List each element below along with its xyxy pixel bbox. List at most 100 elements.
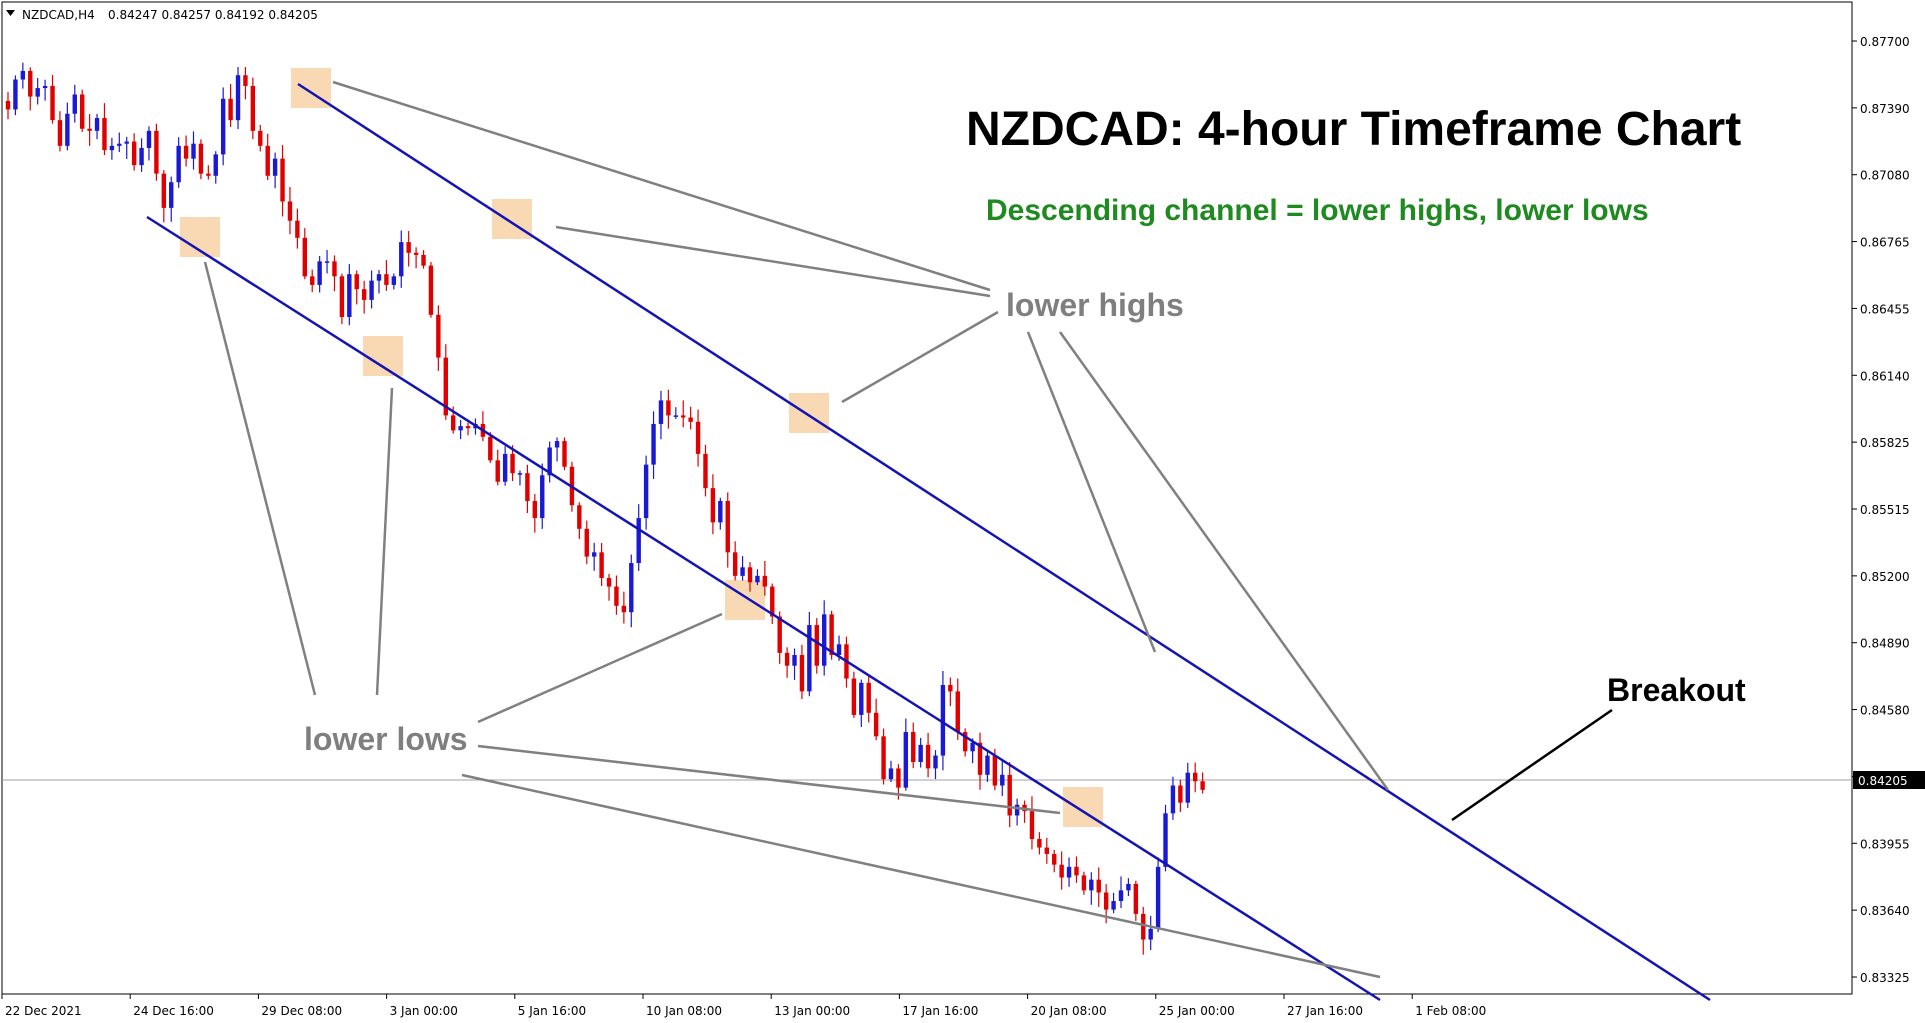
candle	[851, 671, 857, 718]
candle-body-bull	[673, 415, 678, 417]
y-tick-label: 0.85825	[1860, 436, 1910, 450]
candle	[681, 400, 686, 428]
candle-body-bear	[777, 616, 782, 653]
lower-lows-pointers	[203, 261, 1381, 979]
x-tick-label: 25 Jan 00:00	[1159, 1004, 1235, 1018]
candle	[591, 542, 597, 571]
candle-body-bear	[925, 744, 931, 769]
candles	[5, 62, 1205, 955]
candle	[413, 247, 419, 269]
candle-body-bear	[688, 417, 693, 422]
candle-body-bear	[310, 276, 315, 285]
candle-body-bull	[235, 75, 241, 121]
candle-body-bear	[666, 400, 671, 416]
candle-body-bull	[324, 261, 330, 263]
candle-body-bull	[629, 563, 634, 613]
candle	[710, 474, 716, 535]
candle-body-bull	[918, 744, 923, 762]
lower-channel-line[interactable]	[146, 215, 1381, 1002]
candle	[962, 728, 968, 757]
candle-body-bear	[451, 415, 456, 431]
candle	[406, 231, 411, 267]
candle-body-bear	[280, 158, 285, 202]
candle-body-bear	[1141, 913, 1146, 940]
candle-body-bear	[183, 145, 189, 159]
candle	[755, 569, 760, 586]
x-tick-label: 20 Jan 08:00	[1031, 1004, 1107, 1018]
candle	[1193, 762, 1198, 793]
candle	[35, 77, 40, 105]
candle-body-bull	[517, 473, 523, 475]
candle	[718, 497, 723, 530]
candle-body-bear	[258, 130, 263, 146]
candle-body-bull	[636, 518, 641, 564]
candle-body-bear	[1178, 785, 1183, 803]
candle-body-bull	[859, 682, 864, 715]
candle	[295, 208, 300, 249]
candle	[183, 135, 189, 167]
candle	[1074, 856, 1079, 883]
candle-body-bull	[65, 113, 70, 146]
y-tick-label: 0.85200	[1860, 570, 1910, 584]
candle-body-bull	[117, 143, 122, 146]
candle	[1126, 878, 1131, 897]
candle-body-bear	[1044, 847, 1049, 854]
candle	[1200, 772, 1205, 794]
candle	[495, 449, 500, 486]
candle-body-bear	[851, 678, 857, 715]
candle-body-bear	[911, 732, 916, 762]
candle-body-bear	[510, 453, 515, 474]
candle	[540, 463, 545, 529]
candle	[732, 541, 738, 581]
candle-body-bear	[80, 94, 85, 129]
x-tick-label: 13 Jan 00:00	[774, 1004, 850, 1018]
y-tick-label: 0.85515	[1860, 503, 1910, 517]
candle	[525, 464, 530, 514]
candle-body-bull	[1014, 804, 1020, 816]
candle	[369, 270, 374, 309]
symbol-dropdown-icon[interactable]	[6, 10, 15, 16]
candle-body-bull	[169, 182, 174, 208]
candle	[265, 133, 270, 181]
candle-body-bull	[94, 118, 100, 131]
upper-channel-line[interactable]	[297, 82, 1711, 1002]
candle	[87, 114, 92, 146]
candle-body-bear	[710, 488, 716, 523]
highlight-boxes	[180, 68, 1103, 827]
candle	[859, 679, 864, 728]
candle	[302, 228, 307, 280]
candle-body-bear	[465, 426, 471, 429]
candle-body-bear	[525, 473, 530, 501]
candle-body-bear	[354, 274, 359, 290]
candle-body-bear	[866, 682, 871, 713]
candle	[784, 647, 790, 678]
ohlc-values: 0.84247 0.84257 0.84192 0.84205	[108, 8, 318, 22]
candle	[220, 87, 226, 166]
y-tick-label: 0.83325	[1860, 971, 1910, 985]
candle	[1148, 915, 1153, 951]
candle	[577, 502, 582, 540]
candle	[770, 583, 775, 625]
candle-body-bull	[347, 274, 352, 317]
y-tick-label: 0.87700	[1860, 35, 1910, 49]
x-tick-label: 27 Jan 16:00	[1287, 1004, 1363, 1018]
x-tick-label: 10 Jan 08:00	[646, 1004, 722, 1018]
candle	[792, 648, 797, 680]
candle	[161, 170, 167, 223]
candle-body-bear	[1081, 875, 1087, 891]
candle-body-bull	[146, 130, 152, 148]
candle	[228, 83, 233, 127]
y-tick-label: 0.83955	[1860, 837, 1910, 851]
candle	[13, 75, 18, 116]
highlight-box-low-2	[363, 336, 403, 376]
x-tick-label: 5 Jan 16:00	[518, 1004, 586, 1018]
candle	[5, 92, 11, 120]
pointer-line	[332, 80, 991, 292]
candle-body-bull	[836, 644, 842, 656]
candle	[57, 111, 63, 152]
candle-body-bull	[933, 755, 938, 769]
candle	[169, 176, 174, 222]
candle-body-bull	[718, 500, 723, 523]
candle	[1178, 779, 1183, 812]
